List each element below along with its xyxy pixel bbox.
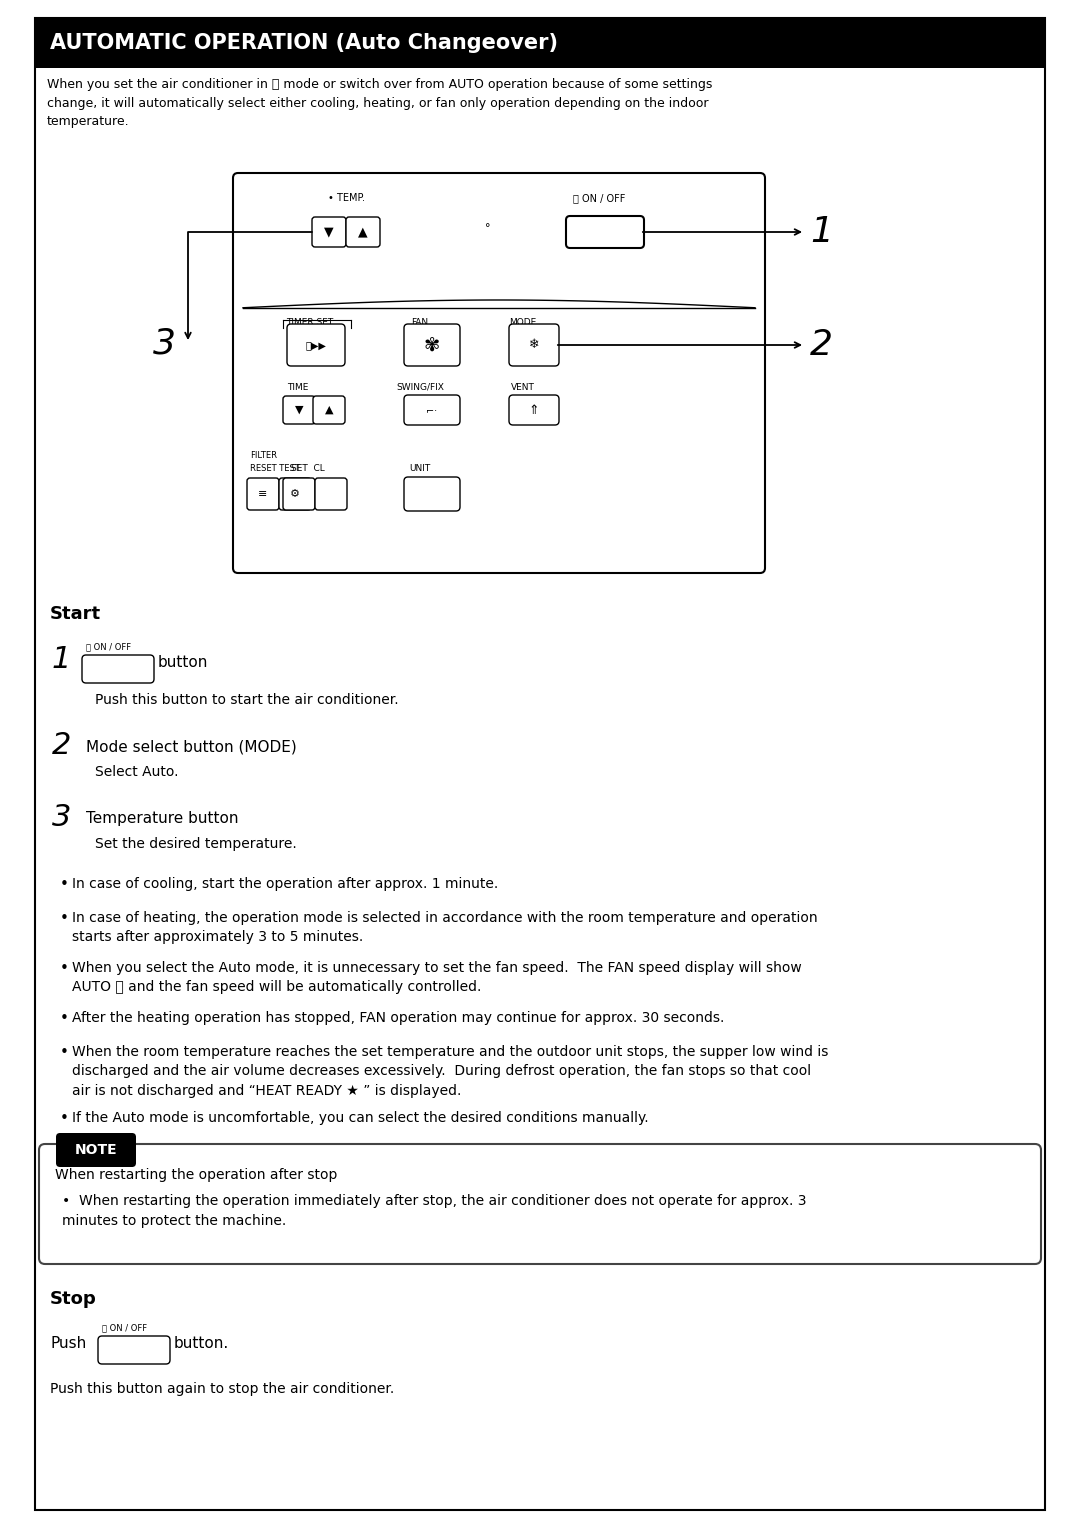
FancyBboxPatch shape [404,324,460,367]
Text: AUTOMATIC OPERATION (Auto Changeover): AUTOMATIC OPERATION (Auto Changeover) [50,34,558,53]
Text: ❄: ❄ [529,339,539,351]
FancyBboxPatch shape [404,396,460,425]
Text: 2: 2 [52,730,71,759]
Text: Push this button to start the air conditioner.: Push this button to start the air condit… [95,694,399,707]
FancyBboxPatch shape [509,324,559,367]
Text: 3: 3 [153,325,176,361]
Text: SET  CL: SET CL [291,465,325,474]
Text: Set the desired temperature.: Set the desired temperature. [95,837,297,851]
Text: RESET TEST: RESET TEST [249,465,300,474]
Text: ▼: ▼ [295,405,303,416]
Text: ⏰▶▶: ⏰▶▶ [306,341,326,350]
Text: ⓞ ON / OFF: ⓞ ON / OFF [86,642,131,651]
Text: ⓞ ON / OFF: ⓞ ON / OFF [102,1323,147,1332]
Text: VENT: VENT [511,384,535,393]
Text: button: button [158,656,208,669]
Text: 3: 3 [52,804,71,833]
FancyBboxPatch shape [346,217,380,248]
FancyBboxPatch shape [283,478,315,510]
Text: 1: 1 [52,645,71,674]
Text: Push: Push [50,1335,86,1351]
FancyBboxPatch shape [247,478,279,510]
Text: FAN: FAN [411,318,429,327]
Text: When you select the Auto mode, it is unnecessary to set the fan speed.  The FAN : When you select the Auto mode, it is unn… [72,961,801,995]
FancyBboxPatch shape [312,217,346,248]
Text: 1: 1 [810,215,833,249]
Text: •: • [60,877,69,892]
Text: 2: 2 [810,329,833,362]
Text: ≡: ≡ [258,489,268,500]
Text: Stop: Stop [50,1290,97,1308]
Text: When the room temperature reaches the set temperature and the outdoor unit stops: When the room temperature reaches the se… [72,1045,828,1099]
FancyBboxPatch shape [39,1144,1041,1264]
Text: •  When restarting the operation immediately after stop, the air conditioner doe: • When restarting the operation immediat… [62,1193,807,1227]
Text: ▲: ▲ [325,405,334,416]
Text: UNIT: UNIT [409,465,431,474]
FancyBboxPatch shape [315,478,347,510]
FancyBboxPatch shape [287,324,345,367]
Text: ✾: ✾ [423,336,441,354]
FancyBboxPatch shape [56,1132,136,1167]
Text: After the heating operation has stopped, FAN operation may continue for approx. : After the heating operation has stopped,… [72,1012,725,1025]
Bar [35,18,1045,69]
Text: In case of heating, the operation mode is selected in accordance with the room t: In case of heating, the operation mode i… [72,911,818,944]
FancyBboxPatch shape [313,396,345,423]
FancyBboxPatch shape [283,396,315,423]
Text: ⇑: ⇑ [529,403,539,417]
Text: •: • [60,911,69,926]
Text: If the Auto mode is uncomfortable, you can select the desired conditions manuall: If the Auto mode is uncomfortable, you c… [72,1111,649,1125]
Text: MODE: MODE [510,318,537,327]
Text: Start: Start [50,605,102,623]
Text: ⌐·: ⌐· [427,405,437,416]
FancyBboxPatch shape [279,478,311,510]
Text: When you set the air conditioner in Ⓐ mode or switch over from AUTO operation be: When you set the air conditioner in Ⓐ mo… [48,78,713,128]
FancyBboxPatch shape [509,396,559,425]
Text: When restarting the operation after stop: When restarting the operation after stop [55,1167,337,1183]
Text: FILTER: FILTER [249,451,276,460]
Text: Push this button again to stop the air conditioner.: Push this button again to stop the air c… [50,1381,394,1397]
FancyBboxPatch shape [566,215,644,248]
FancyBboxPatch shape [233,173,765,573]
Text: ▲: ▲ [359,226,368,238]
Text: TIME: TIME [287,384,309,393]
Text: •: • [60,1111,69,1126]
Text: ⓞ ON / OFF: ⓞ ON / OFF [573,193,625,203]
Text: button.: button. [174,1335,229,1351]
Text: In case of cooling, start the operation after approx. 1 minute.: In case of cooling, start the operation … [72,877,498,891]
Text: ▼: ▼ [324,226,334,238]
Text: °: ° [485,223,490,232]
Text: TIMER SET: TIMER SET [286,318,334,327]
Text: • TEMP.: • TEMP. [328,193,365,203]
Text: NOTE: NOTE [75,1143,118,1157]
Text: ⚙: ⚙ [291,489,300,500]
FancyBboxPatch shape [82,656,154,683]
FancyBboxPatch shape [404,477,460,510]
Text: •: • [60,961,69,976]
Text: •: • [60,1045,69,1060]
Text: Mode select button (MODE): Mode select button (MODE) [86,740,297,753]
Text: Temperature button: Temperature button [86,811,239,827]
Text: Select Auto.: Select Auto. [95,766,178,779]
Text: SWING/FIX: SWING/FIX [396,384,444,393]
Text: •: • [60,1012,69,1025]
FancyBboxPatch shape [98,1335,170,1365]
